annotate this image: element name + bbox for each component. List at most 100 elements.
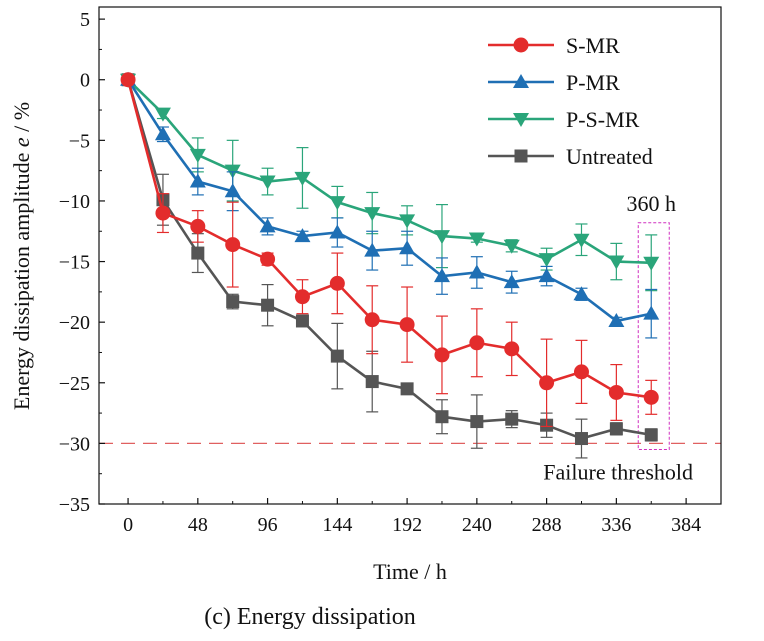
data-point	[643, 305, 660, 320]
data-point	[538, 253, 555, 268]
series-line	[126, 79, 652, 440]
series-line	[127, 78, 652, 265]
data-point	[399, 240, 416, 255]
data-point	[609, 422, 623, 436]
y-tick-label: −35	[59, 494, 90, 516]
data-point	[260, 251, 276, 267]
x-tick-label: 48	[188, 514, 208, 536]
data-point	[364, 312, 380, 328]
data-point	[259, 218, 276, 233]
data-point	[469, 335, 485, 351]
data-point	[644, 428, 658, 442]
data-point	[399, 214, 416, 229]
y-axis-label-prefix: Energy dissipation amplitude	[9, 147, 34, 410]
x-tick-label: 192	[392, 514, 422, 536]
data-point	[294, 171, 311, 186]
data-point	[330, 349, 344, 363]
data-point	[643, 389, 659, 405]
x-axis-label: Time / h	[373, 559, 447, 584]
data-point	[470, 415, 484, 429]
data-point	[294, 289, 310, 305]
x-tick-label: 144	[322, 514, 352, 536]
data-point	[364, 242, 381, 257]
x-tick-label: 0	[123, 514, 133, 536]
data-point	[154, 126, 171, 141]
data-point	[608, 312, 625, 327]
data-point	[365, 375, 379, 389]
y-tick-label: −15	[59, 252, 90, 274]
data-point	[468, 232, 485, 247]
data-point	[259, 175, 276, 190]
data-point	[399, 317, 415, 333]
data-point	[224, 183, 241, 198]
data-point	[225, 237, 241, 253]
y-tick-label: 5	[80, 9, 90, 31]
data-point	[573, 233, 590, 248]
data-point	[608, 255, 625, 270]
data-point	[400, 382, 414, 396]
y-tick-label: −25	[59, 373, 90, 395]
data-point	[226, 295, 240, 309]
data-point	[434, 347, 450, 363]
data-point	[433, 268, 450, 283]
y-tick-label: −10	[59, 191, 90, 213]
data-point	[435, 410, 449, 424]
data-point	[574, 432, 588, 446]
series-line	[126, 79, 652, 323]
legend-label: Untreated	[566, 144, 653, 169]
data-point	[433, 230, 450, 245]
figure-caption: (c) Energy dissipation	[204, 604, 416, 630]
legend-marker	[513, 37, 529, 53]
legend-marker	[514, 149, 528, 163]
x-tick-label: 240	[462, 514, 492, 536]
data-point	[189, 173, 206, 188]
legend-marker	[513, 74, 529, 88]
data-point	[189, 148, 206, 163]
data-point	[573, 364, 589, 380]
legend-label: P-MR	[566, 70, 620, 95]
series-s-mr	[120, 72, 659, 428]
data-point	[364, 207, 381, 222]
data-point	[120, 72, 136, 88]
series-line	[126, 79, 652, 399]
data-point	[503, 239, 520, 254]
x-tick-label: 336	[601, 514, 631, 536]
data-point	[154, 107, 171, 122]
data-point	[261, 298, 275, 312]
y-axis-label-suffix: / %	[9, 102, 34, 137]
data-point	[504, 341, 520, 357]
data-point	[329, 224, 346, 239]
data-point	[191, 246, 205, 260]
highlight-label: 360 h	[626, 191, 676, 216]
data-point	[295, 314, 309, 328]
x-tick-label: 288	[532, 514, 562, 536]
data-point	[608, 384, 624, 400]
data-point	[505, 412, 519, 426]
data-point	[190, 218, 206, 234]
failure-threshold-label: Failure threshold	[543, 459, 693, 484]
data-point	[643, 256, 660, 271]
data-point	[573, 286, 590, 301]
plot-frame	[98, 6, 722, 505]
data-point	[539, 375, 555, 391]
data-point	[155, 205, 171, 221]
data-point	[329, 196, 346, 211]
data-point	[294, 228, 311, 243]
data-point	[329, 275, 345, 291]
data-point	[503, 274, 520, 289]
legend: S-MR P-MR P-S-MR Untreated	[488, 33, 653, 169]
legend-label: S-MR	[566, 33, 620, 58]
y-tick-label: 0	[80, 70, 90, 92]
highlight-box	[637, 222, 670, 450]
x-tick-label: 96	[258, 514, 278, 536]
y-tick-label: −30	[59, 433, 90, 455]
legend-label: P-S-MR	[566, 107, 640, 132]
data-point	[538, 268, 555, 283]
x-tick-label: 384	[671, 514, 701, 536]
data-point	[468, 264, 485, 279]
y-axis-label: Energy dissipation amplitude e / %	[9, 102, 34, 410]
legend-marker	[513, 113, 529, 127]
y-tick-label: −20	[59, 312, 90, 334]
y-axis-label-variable: e	[9, 137, 34, 147]
